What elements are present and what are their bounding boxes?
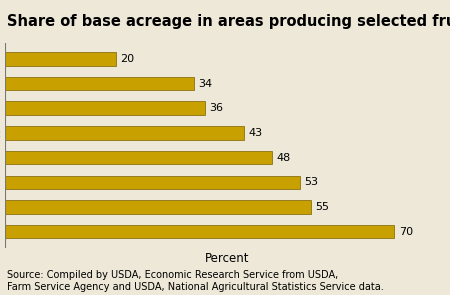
Bar bbox=[4, 176, 300, 189]
Bar bbox=[4, 151, 272, 164]
Bar bbox=[4, 52, 116, 66]
Bar bbox=[4, 225, 394, 238]
Text: 55: 55 bbox=[315, 202, 329, 212]
Text: 34: 34 bbox=[198, 78, 212, 88]
Bar bbox=[4, 200, 311, 214]
Bar bbox=[4, 126, 244, 140]
X-axis label: Percent: Percent bbox=[205, 252, 249, 265]
Bar bbox=[4, 77, 194, 90]
Text: 36: 36 bbox=[209, 103, 224, 113]
Text: 20: 20 bbox=[120, 54, 135, 64]
Text: 48: 48 bbox=[276, 153, 291, 163]
Text: 43: 43 bbox=[248, 128, 262, 138]
Text: 70: 70 bbox=[399, 227, 413, 237]
Text: 53: 53 bbox=[304, 177, 318, 187]
Bar bbox=[4, 101, 205, 115]
Text: Source: Compiled by USDA, Economic Research Service from USDA,
Farm Service Agen: Source: Compiled by USDA, Economic Resea… bbox=[7, 271, 383, 292]
Text: Share of base acreage in areas producing selected fruit and vegetables: Share of base acreage in areas producing… bbox=[7, 14, 450, 29]
